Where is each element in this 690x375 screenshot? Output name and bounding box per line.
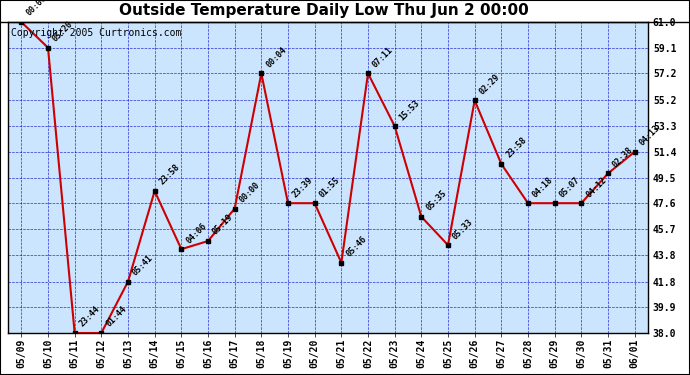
Text: 04:13: 04:13: [638, 124, 662, 148]
Text: 04:12: 04:12: [584, 175, 608, 199]
Text: 05:07: 05:07: [558, 175, 582, 199]
Text: 00:00: 00:00: [237, 180, 262, 204]
Text: 05:35: 05:35: [424, 189, 448, 213]
Text: 15:53: 15:53: [397, 98, 422, 122]
Text: 05:33: 05:33: [451, 217, 475, 241]
Text: Outside Temperature Daily Low Thu Jun 2 00:00: Outside Temperature Daily Low Thu Jun 2 …: [119, 3, 529, 18]
Text: Copyright 2005 Curtronics.com: Copyright 2005 Curtronics.com: [11, 28, 181, 38]
Text: 01:55: 01:55: [317, 175, 342, 199]
Text: 02:38: 02:38: [611, 145, 635, 169]
Text: 05:46: 05:46: [344, 234, 368, 258]
Text: 04:06: 04:06: [184, 221, 208, 245]
Text: 23:44: 23:44: [77, 305, 101, 329]
Text: 00:04: 00:04: [264, 45, 288, 69]
Text: 23:39: 23:39: [290, 175, 315, 199]
Text: 01:44: 01:44: [104, 305, 128, 329]
Text: 02:29: 02:29: [477, 72, 502, 96]
Text: 07:11: 07:11: [371, 45, 395, 69]
Text: 04:18: 04:18: [531, 175, 555, 199]
Text: 00:00: 00:00: [24, 0, 48, 18]
Text: 05:19: 05:19: [210, 213, 235, 237]
Text: 05:20: 05:20: [51, 20, 75, 44]
Text: 05:41: 05:41: [131, 254, 155, 278]
Text: 23:58: 23:58: [504, 136, 528, 160]
Text: 23:58: 23:58: [157, 163, 181, 187]
